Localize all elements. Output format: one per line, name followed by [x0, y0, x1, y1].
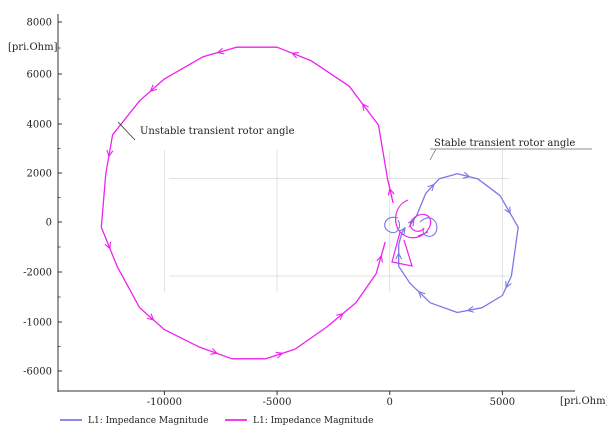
direction-arrow [361, 103, 369, 111]
direction-arrow [417, 290, 426, 299]
direction-arrow [398, 227, 406, 235]
y-tick-label: 0 [46, 218, 52, 229]
x-tick-label: -5000 [263, 397, 292, 408]
direction-arrow [466, 305, 475, 313]
legend: L1: Impedance Magnitude L1: Impedance Mag… [60, 416, 373, 426]
series-line-1 [398, 173, 519, 314]
direction-arrow [210, 348, 219, 355]
series-layer [100, 46, 519, 360]
direction-arrow [106, 149, 114, 158]
x-tick-label: 0 [387, 397, 393, 408]
annotation-layer: Unstable transient rotor angle Stable tra… [117, 121, 592, 161]
legend-label: L1: Impedance Magnitude [253, 416, 373, 426]
x-tick-label: -10000 [147, 397, 182, 408]
direction-arrow [387, 187, 395, 196]
direction-arrow [376, 254, 384, 263]
direction-arrow [146, 313, 155, 321]
y-tick-label: -2000 [23, 268, 52, 279]
y-tick-label: 8000 [27, 18, 52, 29]
direction-arrow [504, 206, 511, 215]
y-tick-label: 4000 [27, 120, 52, 131]
tick-layer: -10000 -5000 0 5000 8000 6000 4000 2000 0 -2000 -1… [23, 18, 515, 409]
annotation-stable: Stable transient rotor angle [434, 138, 575, 149]
direction-arrow [149, 84, 158, 92]
direction-arrow [275, 351, 284, 359]
direction-arrow [336, 312, 344, 321]
direction-arrow [290, 52, 299, 59]
axis-layer [57, 14, 575, 392]
legend-label: L1: Impedance Magnitude [88, 416, 208, 426]
y-tick-label: 6000 [27, 70, 52, 81]
series-2-origin-tangle [391, 199, 432, 267]
direction-arrow [427, 183, 435, 192]
series-1-origin-tangle [384, 216, 438, 237]
grid-layer [164, 150, 510, 292]
x-tick-label: 5000 [490, 397, 515, 408]
annotation-unstable: Unstable transient rotor angle [140, 126, 295, 137]
annotation-leader-unstable [117, 121, 136, 141]
x-axis-label: [pri.Ohm] [560, 396, 607, 407]
direction-arrow [407, 218, 415, 227]
direction-arrow [216, 47, 225, 55]
direction-arrow [104, 241, 112, 250]
direction-arrow [462, 171, 471, 179]
series-line-2 [100, 46, 394, 360]
y-tick-label: 2000 [27, 169, 52, 180]
annotation-leader-stable [429, 148, 437, 161]
direction-arrow [505, 280, 512, 289]
y-axis-label: [pri.Ohm] [8, 42, 58, 53]
direction-arrow [395, 252, 403, 260]
y-tick-label: -1000 [23, 318, 52, 329]
y-tick-label: -6000 [23, 367, 52, 378]
